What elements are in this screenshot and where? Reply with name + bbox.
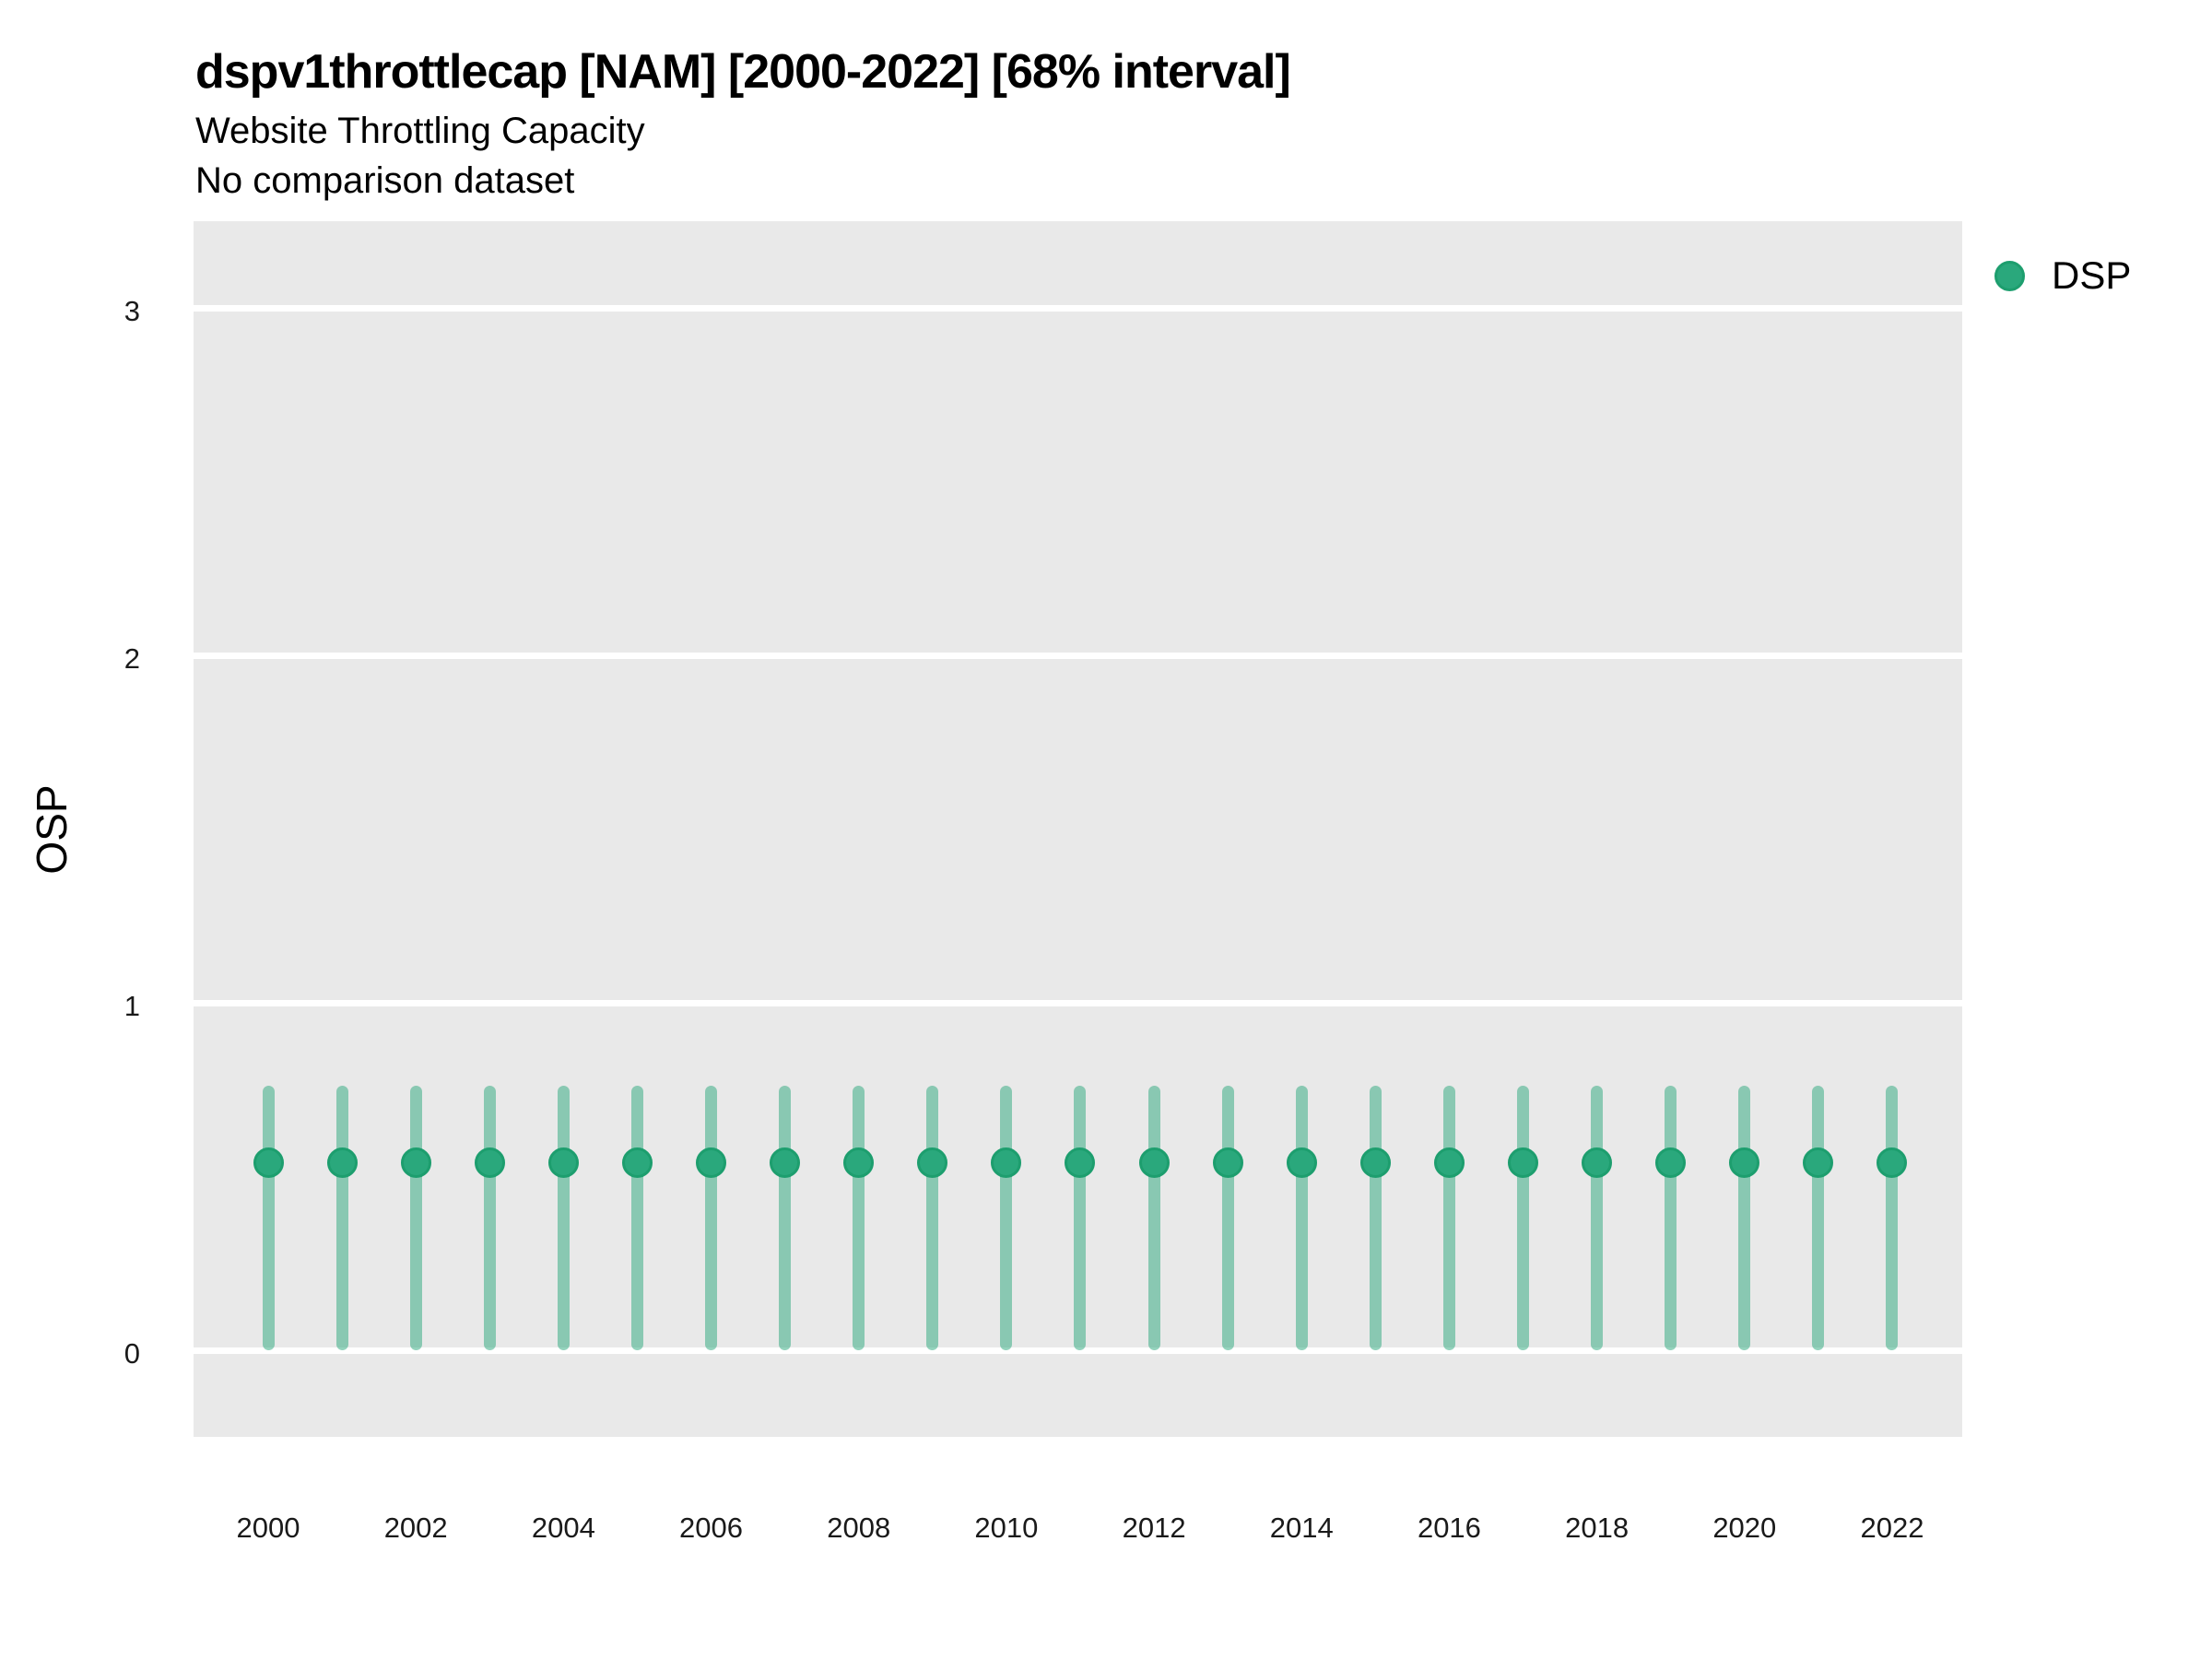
x-tick-label-2012: 2012 bbox=[1122, 1512, 1186, 1544]
data-point-2014 bbox=[1286, 1147, 1317, 1178]
data-point-2017 bbox=[1508, 1147, 1539, 1178]
x-tick-label-2010: 2010 bbox=[974, 1512, 1039, 1544]
interval-bar-2010 bbox=[1000, 1086, 1013, 1350]
interval-bar-2012 bbox=[1147, 1086, 1160, 1350]
interval-bar-2002 bbox=[409, 1086, 422, 1350]
data-point-2020 bbox=[1729, 1147, 1760, 1178]
data-point-2018 bbox=[1582, 1147, 1613, 1178]
y-tick-label-1: 1 bbox=[124, 989, 140, 1022]
interval-bar-2008 bbox=[853, 1086, 865, 1350]
data-point-2007 bbox=[770, 1147, 801, 1178]
x-tick-label-2018: 2018 bbox=[1565, 1512, 1630, 1544]
data-point-2022 bbox=[1877, 1147, 1908, 1178]
interval-bar-2001 bbox=[335, 1086, 348, 1350]
x-tick-label-2004: 2004 bbox=[531, 1512, 595, 1544]
x-tick-label-2016: 2016 bbox=[1417, 1512, 1481, 1544]
interval-bar-2003 bbox=[483, 1086, 496, 1350]
interval-bar-2004 bbox=[557, 1086, 570, 1350]
interval-bar-2007 bbox=[779, 1086, 792, 1350]
x-tick-label-2020: 2020 bbox=[1712, 1512, 1777, 1544]
plot-panel bbox=[194, 221, 1962, 1437]
interval-bar-2017 bbox=[1517, 1086, 1530, 1350]
gridline-y-0 bbox=[194, 1347, 1962, 1354]
interval-bar-2020 bbox=[1738, 1086, 1751, 1350]
x-tick-label-2022: 2022 bbox=[1860, 1512, 1924, 1544]
data-point-2012 bbox=[1138, 1147, 1170, 1178]
data-point-2008 bbox=[843, 1147, 875, 1178]
interval-bar-2011 bbox=[1074, 1086, 1087, 1350]
chart-annotation: No comparison dataset bbox=[195, 160, 575, 201]
interval-bar-2006 bbox=[705, 1086, 718, 1350]
data-point-2000 bbox=[253, 1147, 284, 1178]
interval-bar-2019 bbox=[1665, 1086, 1677, 1350]
y-axis-title: OSP bbox=[28, 784, 76, 875]
data-point-2021 bbox=[1803, 1147, 1834, 1178]
interval-bar-2021 bbox=[1812, 1086, 1825, 1350]
data-point-2006 bbox=[696, 1147, 727, 1178]
x-tick-label-2014: 2014 bbox=[1269, 1512, 1334, 1544]
chart-subtitle: Website Throttling Capacity bbox=[195, 111, 645, 151]
data-point-2002 bbox=[400, 1147, 431, 1178]
gridline-y-3 bbox=[194, 304, 1962, 312]
legend-circle-icon bbox=[1994, 261, 2025, 291]
interval-bar-2014 bbox=[1295, 1086, 1308, 1350]
y-tick-label-3: 3 bbox=[124, 294, 140, 327]
data-point-2003 bbox=[474, 1147, 505, 1178]
x-tick-label-2006: 2006 bbox=[679, 1512, 744, 1544]
data-point-2013 bbox=[1212, 1147, 1243, 1178]
data-point-2011 bbox=[1065, 1147, 1096, 1178]
interval-bar-2009 bbox=[926, 1086, 939, 1350]
y-tick-label-0: 0 bbox=[124, 1336, 140, 1370]
legend-label-dsp: DSP bbox=[2052, 253, 2132, 297]
data-point-2001 bbox=[326, 1147, 358, 1178]
interval-bar-2022 bbox=[1886, 1086, 1899, 1350]
data-point-2019 bbox=[1655, 1147, 1687, 1178]
gridline-y-2 bbox=[194, 652, 1962, 659]
interval-bar-2005 bbox=[630, 1086, 643, 1350]
y-tick-label-2: 2 bbox=[124, 641, 140, 675]
data-point-2015 bbox=[1359, 1147, 1391, 1178]
data-point-2005 bbox=[621, 1147, 653, 1178]
interval-bar-2000 bbox=[262, 1086, 275, 1350]
data-point-2009 bbox=[917, 1147, 948, 1178]
data-point-2004 bbox=[547, 1147, 579, 1178]
data-point-2010 bbox=[991, 1147, 1022, 1178]
chart-title: dspv1throttlecap [NAM] [2000-2022] [68% … bbox=[195, 45, 1291, 99]
x-tick-label-2002: 2002 bbox=[383, 1512, 448, 1544]
x-tick-label-2008: 2008 bbox=[827, 1512, 891, 1544]
gridline-y-1 bbox=[194, 999, 1962, 1006]
interval-bar-2016 bbox=[1442, 1086, 1455, 1350]
interval-bar-2013 bbox=[1221, 1086, 1234, 1350]
data-point-2016 bbox=[1433, 1147, 1465, 1178]
interval-bar-2018 bbox=[1591, 1086, 1604, 1350]
interval-bar-2015 bbox=[1369, 1086, 1382, 1350]
x-tick-label-2000: 2000 bbox=[236, 1512, 300, 1544]
